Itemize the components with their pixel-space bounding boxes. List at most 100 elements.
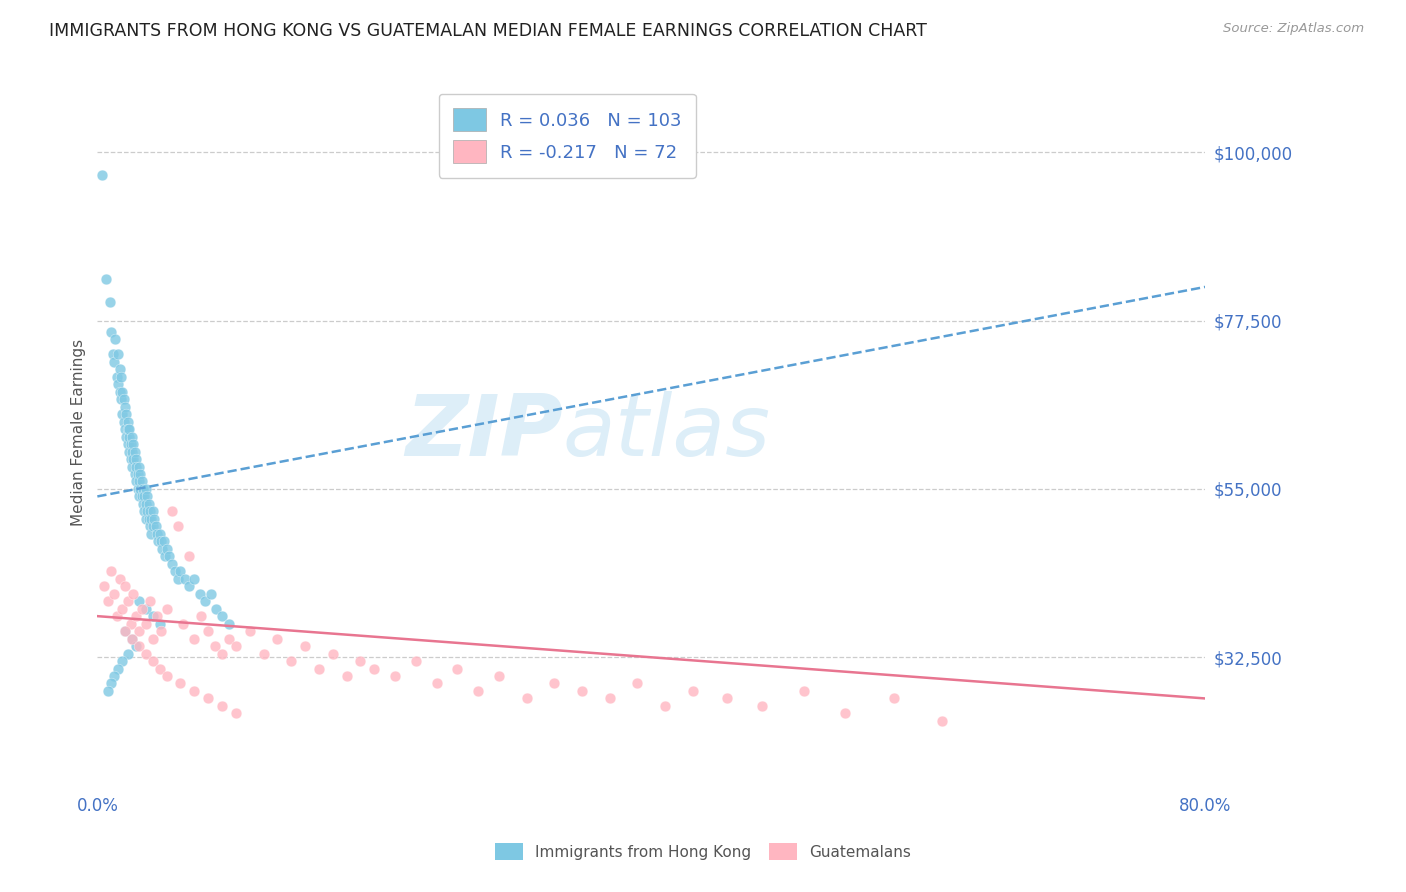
Point	[169, 676, 191, 690]
Point	[105, 609, 128, 624]
Point	[107, 661, 129, 675]
Point	[120, 452, 142, 467]
Point	[141, 512, 163, 526]
Point	[117, 647, 139, 661]
Point	[105, 369, 128, 384]
Point	[211, 698, 233, 713]
Point	[426, 676, 449, 690]
Point	[599, 691, 621, 706]
Point	[128, 459, 150, 474]
Point	[153, 534, 176, 549]
Point	[543, 676, 565, 690]
Point	[190, 609, 212, 624]
Point	[135, 647, 157, 661]
Point	[131, 475, 153, 489]
Text: ZIP: ZIP	[405, 392, 562, 475]
Point	[142, 654, 165, 668]
Point	[121, 459, 143, 474]
Point	[128, 490, 150, 504]
Point	[118, 422, 141, 436]
Text: IMMIGRANTS FROM HONG KONG VS GUATEMALAN MEDIAN FEMALE EARNINGS CORRELATION CHART: IMMIGRANTS FROM HONG KONG VS GUATEMALAN …	[49, 22, 927, 40]
Point	[384, 669, 406, 683]
Point	[131, 601, 153, 615]
Point	[751, 698, 773, 713]
Point	[135, 512, 157, 526]
Point	[172, 616, 194, 631]
Point	[127, 467, 149, 481]
Point	[125, 452, 148, 467]
Point	[97, 594, 120, 608]
Point	[111, 384, 134, 399]
Point	[118, 429, 141, 443]
Point	[100, 325, 122, 339]
Point	[117, 422, 139, 436]
Point	[218, 632, 240, 646]
Point	[114, 579, 136, 593]
Point	[139, 504, 162, 518]
Point	[197, 691, 219, 706]
Point	[101, 347, 124, 361]
Point	[115, 407, 138, 421]
Point	[363, 661, 385, 675]
Point	[280, 654, 302, 668]
Point	[139, 594, 162, 608]
Point	[211, 647, 233, 661]
Point	[107, 347, 129, 361]
Point	[163, 564, 186, 578]
Point	[122, 437, 145, 451]
Point	[153, 549, 176, 564]
Point	[125, 475, 148, 489]
Point	[125, 639, 148, 653]
Point	[103, 587, 125, 601]
Point	[117, 594, 139, 608]
Point	[128, 475, 150, 489]
Point	[128, 624, 150, 639]
Point	[124, 444, 146, 458]
Point	[146, 609, 169, 624]
Point	[682, 684, 704, 698]
Point	[104, 332, 127, 346]
Point	[716, 691, 738, 706]
Point	[183, 684, 205, 698]
Point	[145, 519, 167, 533]
Point	[142, 504, 165, 518]
Point	[205, 601, 228, 615]
Text: Source: ZipAtlas.com: Source: ZipAtlas.com	[1223, 22, 1364, 36]
Point	[127, 482, 149, 496]
Point	[138, 497, 160, 511]
Point	[155, 669, 177, 683]
Point	[129, 467, 152, 481]
Point	[197, 624, 219, 639]
Point	[97, 684, 120, 698]
Point	[135, 616, 157, 631]
Point	[177, 549, 200, 564]
Point	[103, 669, 125, 683]
Point	[110, 392, 132, 406]
Point	[157, 549, 180, 564]
Point	[100, 564, 122, 578]
Point	[115, 429, 138, 443]
Point	[225, 706, 247, 721]
Point	[112, 415, 135, 429]
Point	[135, 497, 157, 511]
Point	[211, 609, 233, 624]
Text: atlas: atlas	[562, 392, 770, 475]
Point	[129, 482, 152, 496]
Point	[467, 684, 489, 698]
Point	[218, 616, 240, 631]
Point	[252, 647, 274, 661]
Point	[349, 654, 371, 668]
Point	[128, 639, 150, 653]
Point	[336, 669, 359, 683]
Point	[114, 624, 136, 639]
Point	[108, 572, 131, 586]
Point	[112, 392, 135, 406]
Point	[114, 422, 136, 436]
Point	[142, 632, 165, 646]
Point	[136, 504, 159, 518]
Point	[225, 639, 247, 653]
Point	[177, 579, 200, 593]
Point	[124, 467, 146, 481]
Point	[266, 632, 288, 646]
Point	[166, 572, 188, 586]
